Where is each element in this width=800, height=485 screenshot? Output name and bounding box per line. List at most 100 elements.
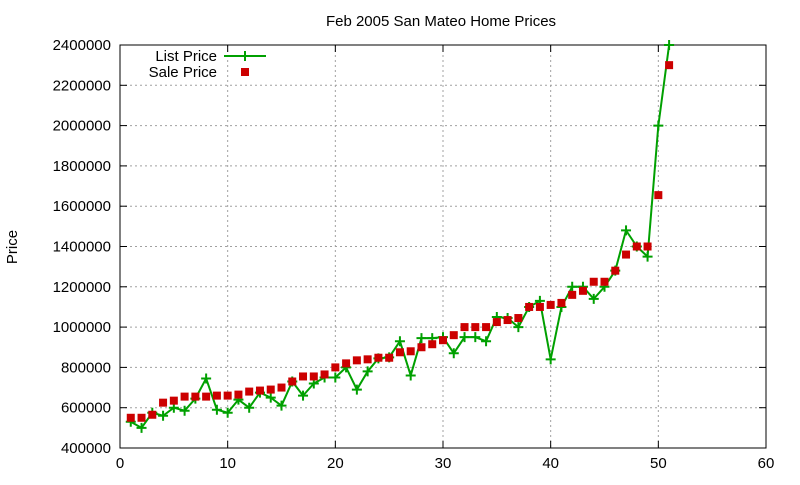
sale-price-point — [482, 323, 491, 332]
sale-price-point — [137, 413, 146, 422]
list-price-point — [351, 384, 362, 395]
y-tick-label: 2400000 — [53, 37, 111, 54]
sale-price-point — [202, 392, 211, 401]
list-price-point — [664, 40, 675, 50]
legend-label-sale-price: Sale Price — [149, 64, 217, 81]
sale-price-point — [665, 61, 674, 70]
list-price-point — [470, 332, 481, 343]
sale-price-point — [385, 353, 394, 362]
chart-title: Feb 2005 San Mateo Home Prices — [326, 13, 556, 30]
x-tick-label: 60 — [758, 455, 775, 472]
x-tick-label: 40 — [542, 455, 559, 472]
sale-price-point — [460, 323, 469, 332]
sale-price-point — [557, 298, 566, 307]
sale-price-point — [169, 396, 178, 405]
sale-price-point — [180, 392, 189, 401]
sale-price-point — [535, 302, 544, 311]
sale-price-point — [428, 340, 437, 349]
list-price-point — [459, 332, 470, 343]
list-price-point — [179, 405, 190, 416]
x-tick-label: 10 — [219, 455, 236, 472]
x-tick-label: 50 — [650, 455, 667, 472]
list-price-point — [513, 322, 524, 333]
list-price-point — [211, 404, 222, 415]
list-price-point — [405, 370, 416, 381]
sale-price-point — [255, 386, 264, 395]
y-tick-label: 1800000 — [53, 158, 111, 175]
sale-price-point — [234, 390, 243, 399]
y-tick-label: 600000 — [61, 400, 111, 417]
y-axis-label: Price — [4, 230, 21, 264]
list-price-point — [394, 336, 405, 347]
list-price-point — [545, 354, 556, 365]
list-price-point — [653, 120, 664, 131]
series-line-list-price — [130, 44, 671, 429]
list-price-point — [642, 251, 653, 262]
sale-price-point — [223, 391, 232, 400]
sale-price-point — [568, 290, 577, 299]
y-tick-label: 1200000 — [53, 279, 111, 296]
y-tick-label: 400000 — [61, 440, 111, 457]
sale-price-point — [503, 316, 512, 325]
list-price-point — [222, 407, 233, 418]
sale-price-point — [395, 348, 404, 357]
sale-price-point — [632, 242, 641, 251]
list-price-point — [567, 281, 578, 292]
sale-price-point — [277, 383, 286, 392]
sale-price-point — [374, 353, 383, 362]
sale-price-point — [159, 398, 168, 407]
list-price-point — [448, 348, 459, 359]
list-price-point — [201, 373, 212, 384]
list-price-point — [330, 372, 341, 383]
sale-price-point — [148, 410, 157, 419]
sale-price-point — [449, 331, 458, 340]
sale-price-point — [525, 302, 534, 311]
sale-price-point — [589, 277, 598, 286]
sale-price-point — [417, 343, 426, 352]
sale-price-point — [320, 370, 329, 379]
y-tick-label: 1600000 — [53, 198, 111, 215]
grid — [120, 45, 766, 448]
sale-price-point — [352, 356, 361, 365]
sale-price-point — [342, 359, 351, 368]
sale-price-point — [514, 314, 523, 323]
sale-price-point — [363, 355, 372, 364]
sale-price-point — [600, 277, 609, 286]
legend-marker-sale-price — [241, 68, 249, 76]
list-price-point — [588, 293, 599, 304]
sale-price-point — [309, 372, 318, 381]
sale-price-point — [654, 191, 663, 200]
sale-price-point — [126, 413, 135, 422]
sale-price-point — [611, 266, 620, 275]
sale-price-point — [245, 387, 254, 396]
x-tick-label: 20 — [327, 455, 344, 472]
x-tick-label: 0 — [116, 455, 124, 472]
list-price-point — [136, 422, 147, 433]
sale-price-point — [471, 323, 480, 332]
sale-price-point — [578, 286, 587, 295]
list-price-point — [621, 225, 632, 236]
sale-price-point — [546, 300, 555, 309]
list-price-point — [158, 410, 169, 421]
list-price-point — [481, 336, 492, 347]
sale-price-point — [212, 391, 221, 400]
legend-marker-list-price — [240, 51, 250, 61]
sale-price-point — [492, 318, 501, 327]
sale-price-point — [191, 392, 200, 401]
axes: 0 10 20 30 40 50 60 400000 600000 800000 1000000 12… — [53, 37, 775, 472]
sale-price-point — [288, 377, 297, 386]
list-price-point — [276, 400, 287, 411]
list-price-point — [362, 366, 373, 377]
sale-price-point — [622, 250, 631, 259]
y-tick-label: 2200000 — [53, 77, 111, 94]
y-tick-label: 800000 — [61, 359, 111, 376]
sale-price-point — [299, 372, 308, 381]
legend: List Price Sale Price — [149, 48, 266, 81]
sale-price-point — [643, 242, 652, 251]
legend-label-list-price: List Price — [155, 48, 217, 65]
y-tick-label: 1000000 — [53, 319, 111, 336]
y-tick-label: 1400000 — [53, 239, 111, 256]
sale-price-point — [331, 363, 340, 372]
list-price-point — [244, 402, 255, 413]
